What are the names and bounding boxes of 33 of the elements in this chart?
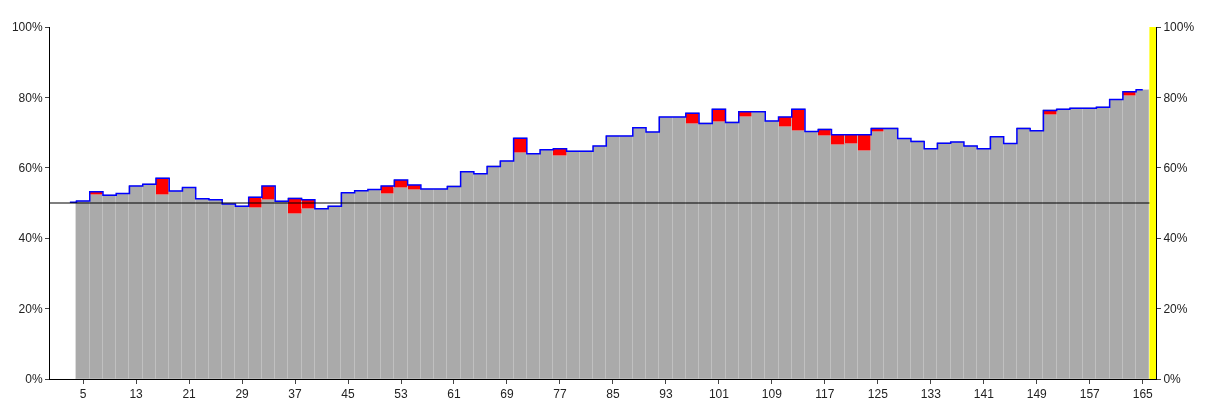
y2-tick-label: 20%	[1163, 301, 1188, 316]
x-tick-label: 101	[708, 387, 730, 402]
y2-tick-label: 60%	[1163, 161, 1188, 175]
x-tick-label: 29	[235, 387, 250, 402]
x-tick-label: 109	[761, 387, 783, 402]
x-tick-label: 149	[1026, 387, 1048, 402]
y-tick-label: 0%	[25, 372, 43, 387]
y2-tick-label: 80%	[1163, 90, 1188, 105]
y-tick-label: 60%	[18, 161, 43, 175]
x-tick-label: 77	[553, 387, 567, 402]
x-tick-label: 93	[659, 387, 673, 402]
y2-tick-label: 100%	[1163, 20, 1195, 35]
y2-tick-label: 0%	[1163, 372, 1182, 387]
x-tick-label: 85	[606, 387, 620, 402]
x-tick-label: 133	[920, 387, 942, 402]
y-tick-label: 20%	[18, 301, 43, 316]
x-tick-label: 5	[79, 387, 87, 402]
x-tick-label: 117	[815, 387, 835, 402]
y-tick-label: 100%	[11, 20, 43, 35]
x-tick-label: 37	[288, 387, 303, 402]
x-tick-label: 61	[447, 387, 461, 402]
y2-tick-label: 40%	[1163, 231, 1188, 246]
x-tick-label: 165	[1132, 387, 1154, 402]
x-tick-label: 69	[500, 387, 514, 402]
x-tick-label: 141	[973, 387, 995, 402]
x-tick-label: 13	[129, 387, 144, 402]
x-tick-label: 45	[341, 387, 356, 402]
x-tick-label: 157	[1079, 387, 1101, 402]
x-tick-label: 53	[394, 387, 408, 402]
x-tick-label: 125	[867, 387, 889, 402]
x-tick-label: 21	[182, 387, 197, 402]
y-tick-label: 40%	[18, 231, 43, 246]
y-tick-label: 80%	[18, 90, 43, 105]
